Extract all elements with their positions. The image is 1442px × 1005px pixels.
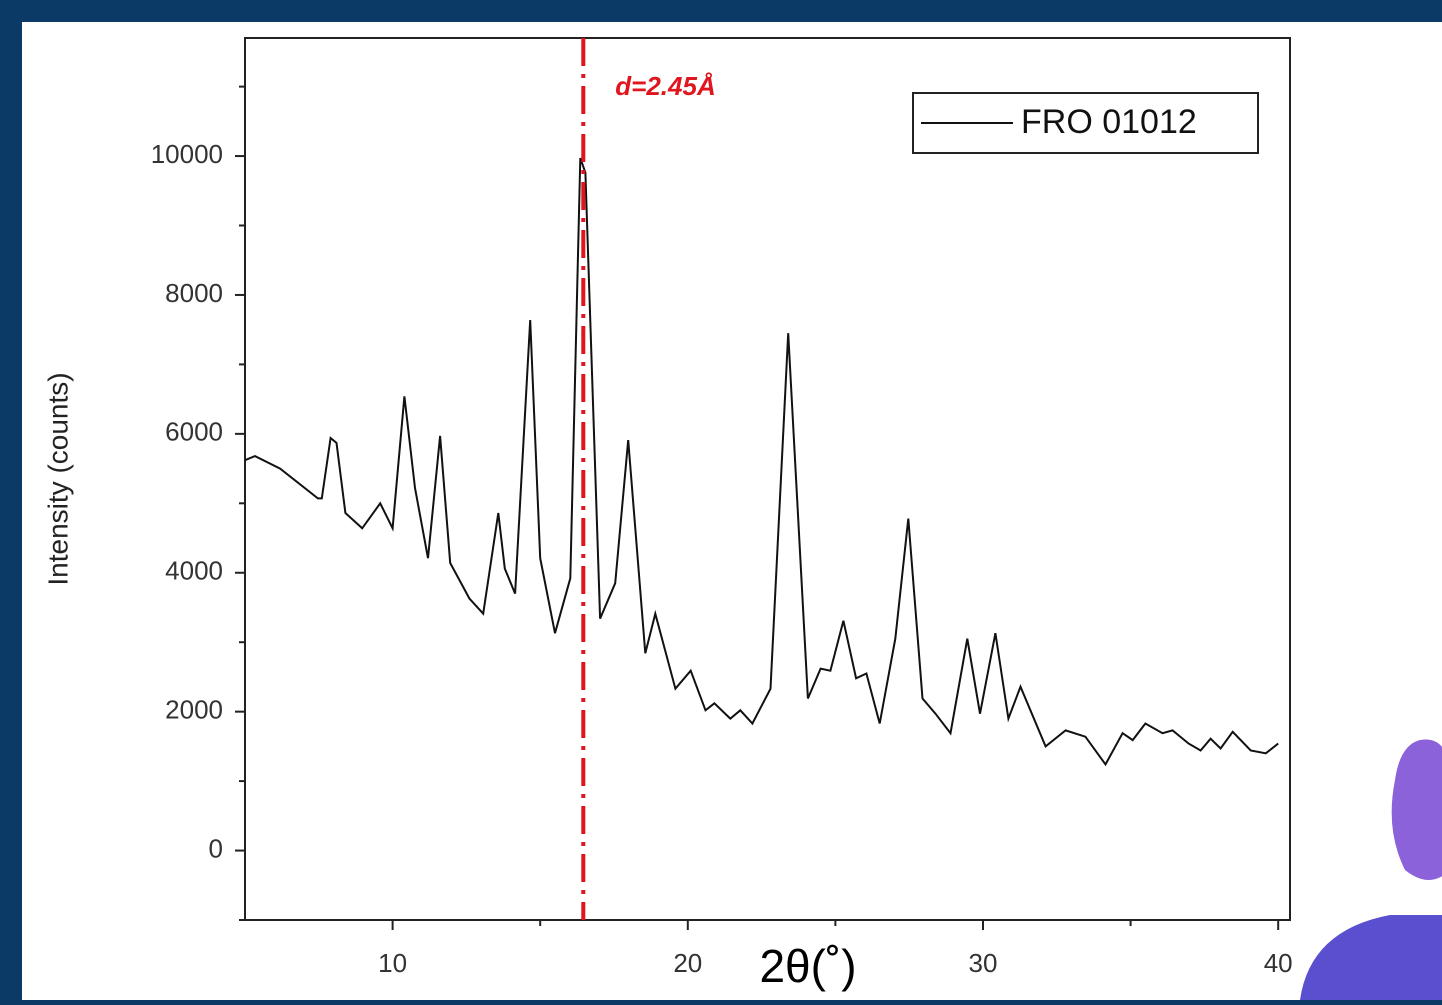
x-axis-label: 2θ(˚) <box>759 940 856 992</box>
y-tick-label: 8000 <box>165 278 223 308</box>
x-tick-label: 30 <box>969 948 998 978</box>
x-tick-label: 20 <box>673 948 702 978</box>
x-tick-label: 10 <box>378 948 407 978</box>
decoration <box>1391 739 1442 880</box>
y-tick-label: 2000 <box>165 695 223 725</box>
panel <box>22 22 1442 1000</box>
x-tick-label: 40 <box>1264 948 1293 978</box>
y-tick-label: 4000 <box>165 556 223 586</box>
y-tick-label: 0 <box>209 833 223 863</box>
plot-frame <box>244 37 1291 921</box>
decoration <box>1300 915 1442 1000</box>
legend-label: FRO 01012 <box>1021 103 1197 141</box>
y-axis-label: Intensity (counts) <box>42 372 73 585</box>
annotation-label: d=2.45Å <box>615 71 715 101</box>
series-line <box>244 157 1279 767</box>
y-tick-label: 6000 <box>165 417 223 447</box>
y-tick-label: 10000 <box>151 139 223 169</box>
